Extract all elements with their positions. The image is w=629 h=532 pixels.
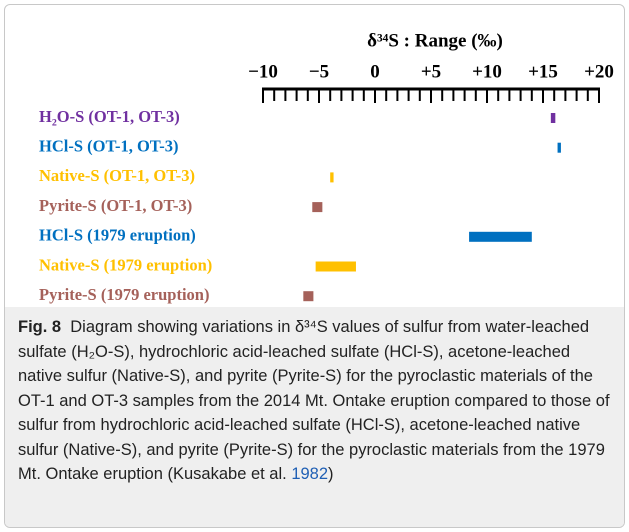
category-label: Pyrite-S (1979 eruption) [39,285,209,304]
x-tick-label: −5 [309,61,329,82]
range-bar [303,291,314,302]
category-label: Native-S (OT-1, OT-3) [39,166,195,185]
caption: Fig. 8 Diagram showing variations in δ³⁴… [5,307,624,527]
x-tick-label: +15 [528,61,558,82]
axis-title: δ³⁴S : Range (‰) [367,30,503,51]
range-bar [315,261,356,272]
category-label: Pyrite-S (OT-1, OT-3) [39,196,192,215]
x-tick-label: +10 [472,61,502,82]
reference-link[interactable]: 1982 [291,465,329,483]
category-label: Native-S (1979 eruption) [39,255,212,274]
chart: δ³⁴S : Range (‰) −10 −5 0 +5 +10 +15 +20 H₂O-S … [39,30,614,304]
x-tick-label: +20 [584,61,614,82]
category-label: HCl-S (1979 eruption) [39,226,196,245]
range-bar [550,113,556,123]
figure: δ³⁴S : Range (‰) −10 −5 0 +5 +10 +15 +20 H₂O-S … [4,4,625,528]
x-tick-label: 0 [370,61,380,82]
range-bar [330,172,334,183]
x-tick-label: −10 [248,61,278,82]
range-bar [312,202,323,213]
x-tick-label: +5 [421,61,441,82]
caption-text: Diagram showing variations in δ³⁴S value… [18,318,610,483]
range-bar [469,231,532,242]
range-bar [557,142,561,153]
caption-label: Fig. 8 [18,318,62,336]
category-label: H₂O-S (OT-1, OT-3) [39,107,180,126]
caption-end: ) [328,465,334,483]
category-label: HCl-S (OT-1, OT-3) [39,136,179,155]
